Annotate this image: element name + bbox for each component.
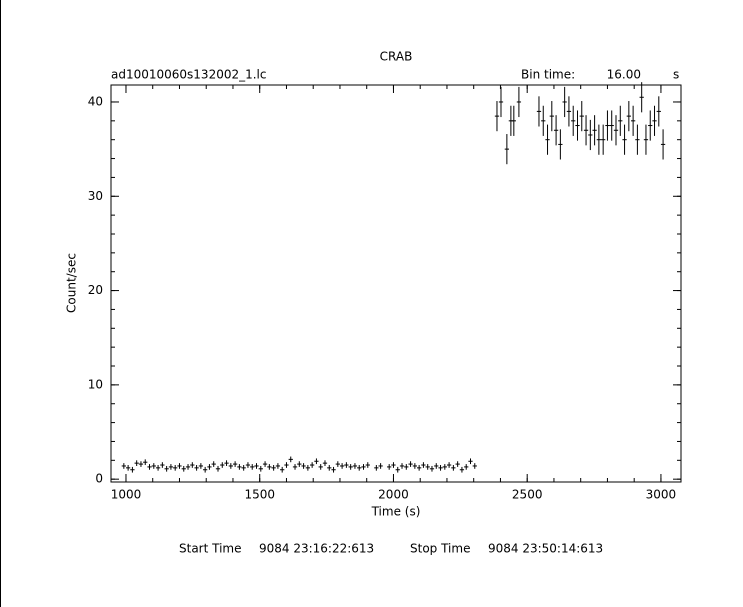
x-tick-label: 1500 (244, 488, 275, 502)
stop-value: 9084 23:50:14:613 (488, 542, 603, 556)
x-tick-label: 2000 (378, 488, 409, 502)
y-tick-label: 30 (88, 189, 103, 203)
y-tick-label: 40 (88, 94, 103, 108)
stop-label: Stop Time (410, 542, 470, 556)
y-axis-label: Count/sec (65, 253, 79, 313)
chart-title: CRAB (380, 50, 413, 64)
x-tick-label: 3000 (646, 488, 677, 502)
bin-time-label: Bin time: (521, 68, 575, 82)
start-value: 9084 23:16:22:613 (259, 542, 374, 556)
plot-frame (110, 84, 682, 483)
bin-time: 16.00 (607, 68, 641, 82)
y-tick-label: 20 (88, 283, 103, 297)
subtitle: ad10010060s132002_1.lc (111, 68, 267, 82)
x-tick-label: 1000 (111, 488, 142, 502)
x-axis-label: Time (s) (371, 505, 421, 519)
y-tick-label: 10 (88, 377, 103, 391)
bin-time-unit: s (673, 68, 679, 82)
start-label: Start Time (179, 542, 242, 556)
x-tick-label: 2500 (512, 488, 543, 502)
y-tick-label: 0 (95, 472, 103, 486)
